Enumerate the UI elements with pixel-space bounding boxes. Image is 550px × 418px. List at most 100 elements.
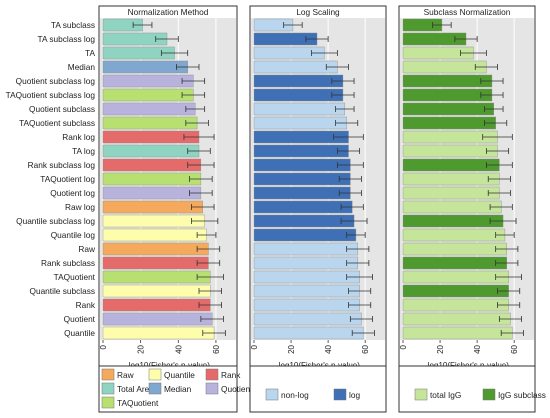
category-label: Rank subclass log — [28, 160, 96, 170]
bar — [253, 102, 345, 116]
x-tick-label: 60 — [361, 344, 370, 353]
category-label: TAQuotient subclass log — [6, 90, 96, 100]
bar — [102, 200, 203, 214]
bar — [402, 326, 513, 340]
bar — [102, 172, 202, 186]
bar — [402, 172, 500, 186]
bar — [253, 270, 360, 284]
legend-swatch — [333, 388, 347, 401]
bar — [402, 312, 511, 326]
legend-label: Total Area — [117, 384, 154, 394]
category-label: Rank — [76, 300, 96, 310]
x-tick-label: 40 — [174, 344, 183, 353]
bar — [102, 214, 205, 228]
legend-label: Quotient — [221, 384, 253, 394]
bar — [253, 256, 358, 270]
category-label: TAQuotient subclass — [19, 118, 95, 128]
category-label: TA subclass — [51, 20, 95, 30]
bar — [402, 200, 502, 214]
bar — [102, 144, 200, 158]
bar — [253, 284, 360, 298]
bar — [253, 298, 360, 312]
bar — [102, 256, 209, 270]
bar — [253, 74, 344, 88]
x-tick-label: 60 — [510, 344, 519, 353]
bar — [102, 102, 196, 116]
bar — [402, 298, 509, 312]
x-tick-label: 60 — [212, 344, 221, 353]
bar — [402, 60, 487, 74]
legend-swatch — [205, 368, 219, 381]
bar — [253, 158, 351, 172]
legend-label: TAQuotient — [117, 398, 159, 408]
legend-label: Rank — [221, 370, 241, 380]
bar — [402, 102, 494, 116]
category-label: TAQuotient log — [40, 174, 95, 184]
category-label: Median — [68, 62, 96, 72]
category-label: Quantile log — [51, 230, 96, 240]
x-tick-label: 20 — [287, 344, 296, 353]
panel-title: Log Scaling — [296, 7, 340, 17]
legend-label: Median — [164, 384, 192, 394]
category-label: Quantile subclass log — [16, 216, 95, 226]
legend-swatch — [101, 368, 115, 381]
bar — [253, 88, 344, 102]
panel-title: Subclass Normalization — [424, 7, 511, 17]
bar — [253, 326, 364, 340]
x-tick-label: 40 — [324, 344, 333, 353]
category-label: Raw log — [65, 202, 95, 212]
legend-label: total IgG — [430, 390, 461, 400]
bar — [253, 200, 353, 214]
legend-swatch — [265, 388, 279, 401]
x-tick-label: 0 — [399, 344, 408, 349]
bar — [102, 242, 209, 256]
bar — [253, 242, 358, 256]
bar — [102, 312, 213, 326]
bar — [102, 88, 194, 102]
category-label: TA subclass log — [38, 34, 96, 44]
legend-swatch — [414, 388, 428, 401]
legend-label: non-log — [281, 390, 309, 400]
bar — [102, 186, 202, 200]
bar — [402, 270, 509, 284]
category-label: TAQuotient — [54, 272, 96, 282]
legend-label: log — [349, 390, 360, 400]
x-tick-label: 20 — [137, 344, 146, 353]
bar — [402, 284, 509, 298]
bar — [402, 88, 493, 102]
bar — [253, 116, 347, 130]
bar — [253, 60, 338, 74]
bar — [253, 144, 349, 158]
x-tick-label: 40 — [473, 344, 482, 353]
bar — [102, 298, 211, 312]
bar — [253, 312, 362, 326]
bar — [102, 116, 198, 130]
bar — [102, 270, 211, 284]
bar — [402, 214, 504, 228]
category-label: Raw — [78, 244, 96, 254]
bar — [102, 228, 207, 242]
category-label: Quantile — [64, 328, 95, 338]
bar — [402, 158, 500, 172]
panel-3: Subclass Normalization0204060-log10(Fish… — [398, 5, 546, 413]
legend-label: Quantile — [164, 370, 195, 380]
bar — [253, 214, 355, 228]
legend-swatch — [101, 382, 115, 395]
category-label: Rank subclass — [41, 258, 95, 268]
bar — [402, 186, 500, 200]
legend-swatch — [148, 368, 162, 381]
bar — [402, 256, 507, 270]
bar — [402, 228, 506, 242]
category-label: TA log — [72, 146, 95, 156]
x-tick-label: 0 — [250, 344, 259, 349]
x-tick-label: 0 — [99, 344, 108, 349]
bar — [102, 60, 188, 74]
x-tick-label: 20 — [436, 344, 445, 353]
bar — [102, 74, 194, 88]
bar — [102, 284, 211, 298]
bar — [253, 186, 351, 200]
category-label: Quotient subclass — [29, 104, 95, 114]
panel-1: Normalization Method0204060-log10(Fisher… — [98, 5, 253, 413]
category-label: Quotient — [64, 314, 96, 324]
